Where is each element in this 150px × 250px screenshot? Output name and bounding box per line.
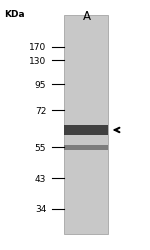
Bar (64, 126, 108, 135)
Bar (64, 145, 108, 150)
Bar (64, 16, 108, 234)
Text: 95: 95 (35, 80, 46, 89)
Text: 170: 170 (29, 43, 46, 52)
Text: KDa: KDa (4, 10, 24, 19)
Text: 130: 130 (29, 56, 46, 65)
Text: 34: 34 (35, 204, 46, 213)
Text: 55: 55 (35, 143, 46, 152)
Text: 43: 43 (35, 174, 46, 183)
Text: 72: 72 (35, 106, 46, 115)
Text: A: A (82, 10, 90, 23)
